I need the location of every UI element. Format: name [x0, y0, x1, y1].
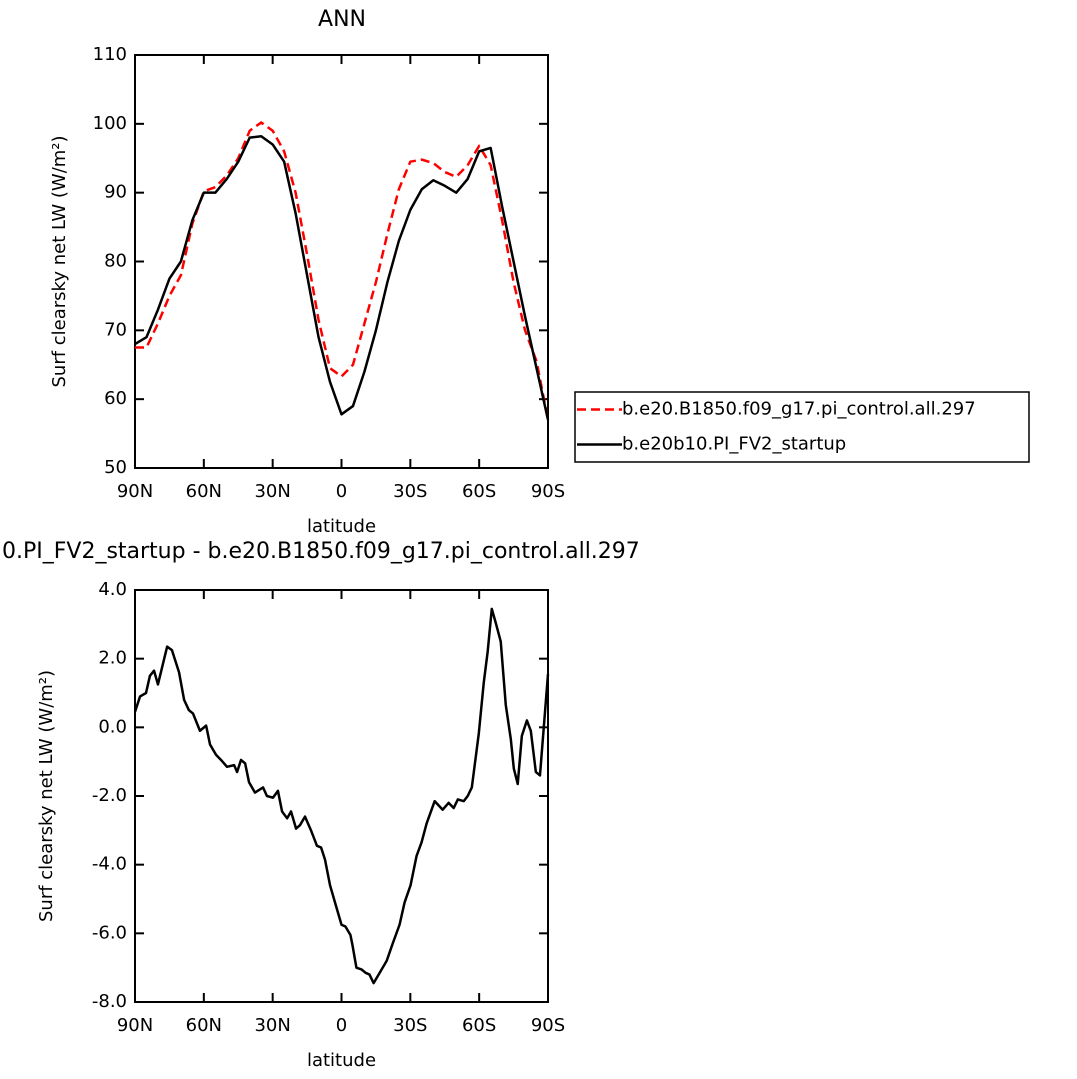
x-tick-label: 30N [254, 1015, 290, 1036]
y-axis-label: Surf clearsky net LW (W/m²) [36, 670, 57, 922]
x-axis-label: latitude [307, 516, 376, 537]
x-tick-label: 90N [117, 1015, 153, 1036]
y-tick-label: 50 [104, 457, 127, 478]
y-tick-label: 110 [93, 44, 127, 65]
legend-label: b.e20b10.PI_FV2_startup [622, 434, 846, 455]
x-tick-label: 60S [462, 1015, 496, 1036]
x-axis-label: latitude [307, 1050, 376, 1071]
x-tick-label: 0 [336, 1015, 347, 1036]
y-tick-label: 80 [104, 251, 127, 272]
x-tick-label: 30S [393, 1015, 427, 1036]
y-tick-label: 90 [104, 182, 127, 203]
y-tick-label: -8.0 [92, 991, 127, 1012]
series-line [133, 607, 550, 985]
y-tick-label: 0.0 [98, 716, 127, 737]
y-tick-label: 2.0 [98, 648, 127, 669]
y-tick-label: 70 [104, 319, 127, 340]
y-tick-label: -6.0 [92, 922, 127, 943]
y-axis-label: Surf clearsky net LW (W/m²) [49, 135, 70, 387]
chart-title: 0.PI_FV2_startup - b.e20.B1850.f09_g17.p… [2, 539, 640, 564]
x-tick-label: 60N [186, 1015, 222, 1036]
legend-label: b.e20.B1850.f09_g17.pi_control.all.297 [622, 399, 976, 420]
y-tick-label: -4.0 [92, 854, 127, 875]
y-tick-label: -2.0 [92, 785, 127, 806]
x-tick-label: 90N [117, 481, 153, 502]
plot-frame [134, 54, 549, 469]
series-line [134, 134, 550, 421]
x-tick-label: 90S [531, 481, 565, 502]
y-tick-label: 60 [104, 388, 127, 409]
legend-box [574, 391, 1030, 463]
y-tick-label: 100 [93, 113, 127, 134]
chart-title: ANN [318, 7, 366, 32]
x-tick-label: 60N [186, 481, 222, 502]
x-tick-label: 60S [462, 481, 496, 502]
x-tick-label: 30N [254, 481, 290, 502]
series-line [135, 121, 550, 421]
x-tick-label: 30S [393, 481, 427, 502]
plot-frame [134, 589, 549, 1003]
y-tick-label: 4.0 [98, 579, 127, 600]
x-tick-label: 90S [531, 1015, 565, 1036]
x-tick-label: 0 [336, 481, 347, 502]
